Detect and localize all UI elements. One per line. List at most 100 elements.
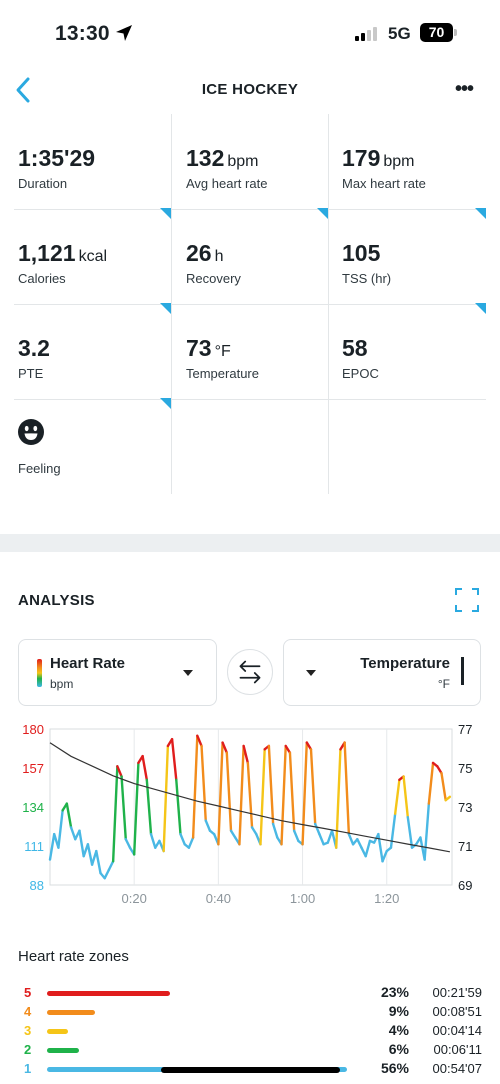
heart-rate-line-segment [427,761,435,805]
heart-rate-line-segment [246,761,254,829]
zone-duration: 00:06'11 [433,1042,482,1057]
expand-fullscreen-icon[interactable] [455,588,479,612]
right-axis-tick-label: 77 [458,722,472,737]
temperature-selector[interactable]: Temperature °F [283,639,481,706]
left-axis-tick-label: 180 [22,722,44,737]
heart-rate-line-segment [124,838,132,849]
heart-rate-line-segment [145,778,153,836]
zones-title: Heart rate zones [18,948,129,965]
stat-pte[interactable]: 3.2 PTE [14,304,171,399]
info-corner-icon [317,208,328,219]
zone-row-2: 2 6% 00:06'11 [0,1040,500,1060]
heart-rate-line-segment [204,819,212,832]
heart-rate-line-segment [284,744,292,754]
right-axis-tick-label: 75 [458,761,472,776]
left-axis-tick-label: 88 [30,878,44,893]
stat-unit: bpm [383,153,415,170]
zone-percent: 23% [380,984,409,1000]
heart-rate-line-segment [347,832,355,846]
zone-bar [47,1029,69,1034]
heart-rate-line-segment [271,822,279,839]
heart-rate-line-segment [132,761,140,856]
info-corner-icon [475,208,486,219]
heart-rate-line-segment [356,838,363,849]
grid-divider [14,209,486,210]
plot-frame [49,728,453,886]
heart-rate-line-segment [389,812,397,849]
zone-number: 2 [24,1042,32,1057]
x-axis-tick-label: 0:20 [122,891,147,906]
stat-label: Avg heart rate [186,176,268,191]
heart-rate-line-segment [267,744,275,826]
status-bar: 13:30 5G 70 [0,0,500,70]
stat-value: 73 [186,335,212,361]
heart-rate-line-segment [288,751,296,832]
zone-number: 5 [24,985,32,1000]
heart-rate-line-segment [141,754,149,782]
heart-rate-line-segment [381,849,388,863]
zone-bar [47,991,171,996]
stat-value: 3.2 [18,335,50,361]
zone-duration: 00:04'14 [432,1023,482,1038]
heart-rate-line-segment [86,843,94,866]
x-axis-tick-label: 1:20 [374,891,399,906]
stat-max-heart-rate: 179 bpm Max heart rate [338,114,486,209]
heart-rate-line-segment [229,829,237,839]
temperature-line [49,742,451,853]
stat-unit: h [214,248,224,265]
heart-rate-line-segment [423,802,431,861]
zone-number: 1 [24,1061,32,1076]
zone-number: 3 [24,1023,32,1038]
stat-label: Max heart rate [342,176,426,191]
heart-rate-line-segment [48,832,56,861]
heart-rate-selector[interactable]: Heart Rate bpm [18,639,217,706]
heart-rate-line-segment [69,826,77,841]
selector-name: Heart Rate [50,655,126,672]
stat-recovery[interactable]: 26 h Recovery [182,209,339,304]
home-indicator [161,1067,340,1073]
heart-rate-line-segment [292,829,300,843]
swap-axes-button[interactable] [227,649,273,695]
location-arrow-icon [116,25,132,41]
zone-bar [47,1048,80,1053]
x-axis-tick-label: 1:00 [290,891,315,906]
heart-rate-line-segment [364,839,372,858]
more-options-icon[interactable]: ••• [455,78,474,100]
heart-rate-line-segment [175,778,182,836]
heart-rate-line-segment [406,815,414,849]
stat-value: 1,121 [18,240,76,266]
selector-unit: bpm [50,677,74,691]
heart-rate-line-segment [313,822,321,836]
stat-temperature: 73 °F Temperature [182,304,339,399]
heart-rate-line-segment [309,748,317,826]
stat-duration: 1:35'29 Duration [14,114,171,209]
info-corner-icon [475,303,486,314]
heart-rate-line-segment [393,778,401,815]
analysis-chart[interactable]: 180 157 134 111 88 77 75 73 71 69 0:20 0:40 1:00 1:20 [0,716,500,910]
heart-rate-line-segment [120,775,127,841]
heart-rate-line-segment [196,734,203,748]
heart-rate-line-segment [335,748,342,849]
zone-duration: 00:21'59 [432,985,482,1000]
stat-tss[interactable]: 105 TSS (hr) [338,209,486,304]
right-axis-tick-label: 71 [458,839,472,854]
zone-row-4: 4 9% 00:08'51 [0,1002,500,1022]
network-type: 5G [388,24,411,43]
heart-rate-line-segment [305,741,313,751]
heart-rate-line-segment [200,744,207,822]
stat-value: 1:35'29 [18,145,96,171]
heart-rate-line-segment [343,741,351,836]
stat-label: Recovery [186,271,241,286]
stat-epoc[interactable]: 58 EPOC [338,304,486,399]
selector-unit: °F [437,677,450,691]
heart-rate-line-segment [116,765,123,778]
zone-duration: 00:08'51 [432,1004,482,1019]
heart-rate-line-segment [191,734,199,839]
section-separator [0,534,500,552]
stat-feeling: Feeling [14,399,171,494]
stat-calories: 1,121 kcal Calories [14,209,171,304]
heart-rate-line-segment [95,849,102,875]
back-chevron-icon[interactable] [12,75,36,105]
stat-value: 58 [342,335,368,361]
status-time: 13:30 [55,22,110,45]
